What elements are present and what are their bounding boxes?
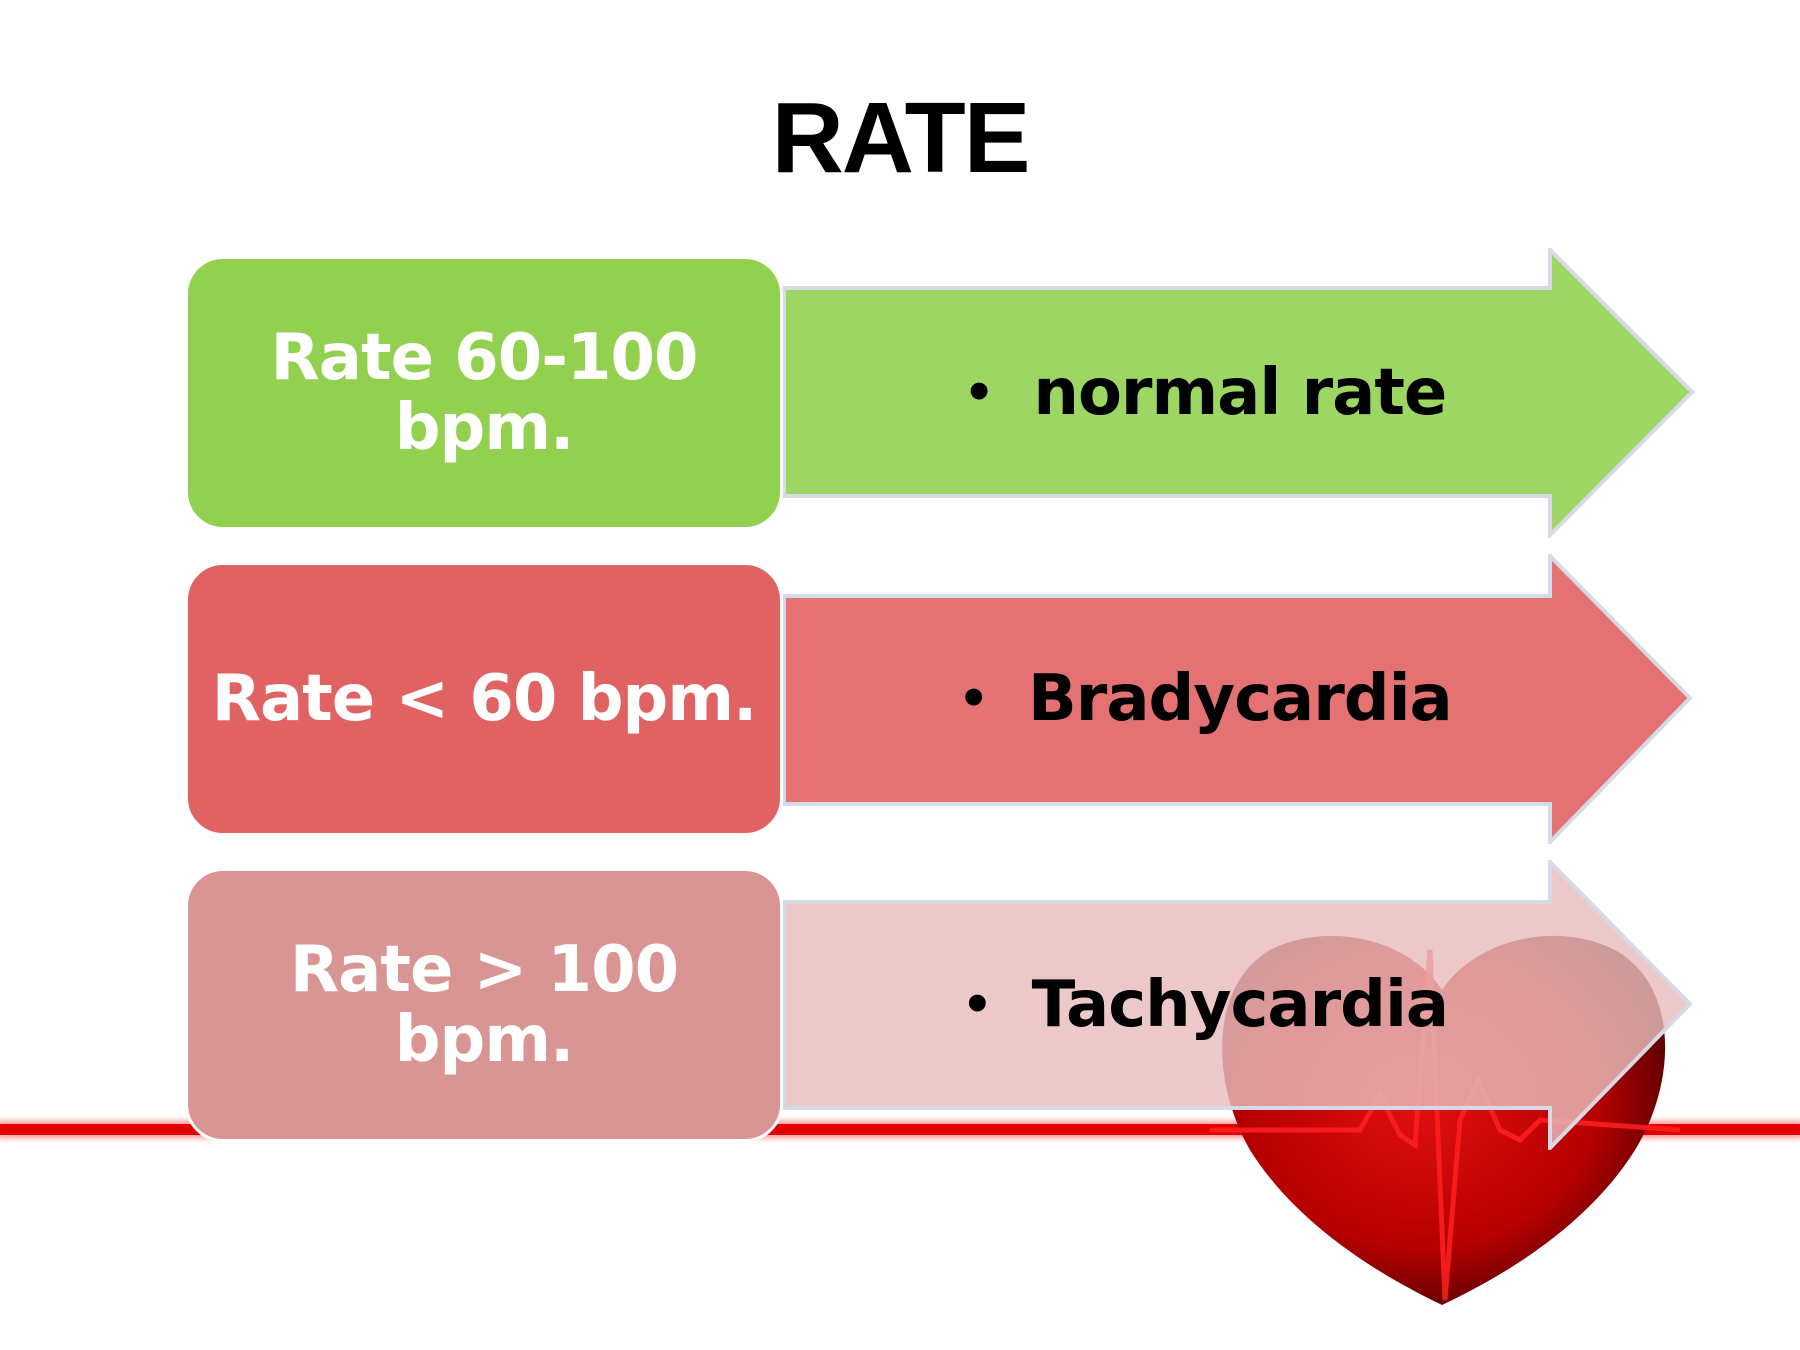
result-label: normal rate bbox=[1033, 356, 1447, 430]
bullet-icon: • bbox=[958, 671, 989, 727]
slide-title: RATE bbox=[771, 82, 1031, 194]
condition-box-tachycardia: Rate > 100 bpm. bbox=[185, 868, 783, 1142]
bullet-icon: • bbox=[961, 977, 993, 1033]
bullet-icon: • bbox=[963, 365, 995, 421]
ecg-line bbox=[0, 1124, 1800, 1135]
result-label: Tachycardia bbox=[1031, 968, 1449, 1042]
condition-box-bradycardia: Rate < 60 bpm. bbox=[185, 562, 783, 836]
result-arrow-normal: • normal rate bbox=[780, 248, 1700, 538]
result-arrow-tachycardia: • Tachycardia bbox=[780, 860, 1700, 1150]
result-label: Bradycardia bbox=[1028, 662, 1453, 736]
result-arrow-bradycardia: • Bradycardia bbox=[780, 554, 1700, 844]
condition-box-normal: Rate 60-100 bpm. bbox=[185, 256, 783, 530]
